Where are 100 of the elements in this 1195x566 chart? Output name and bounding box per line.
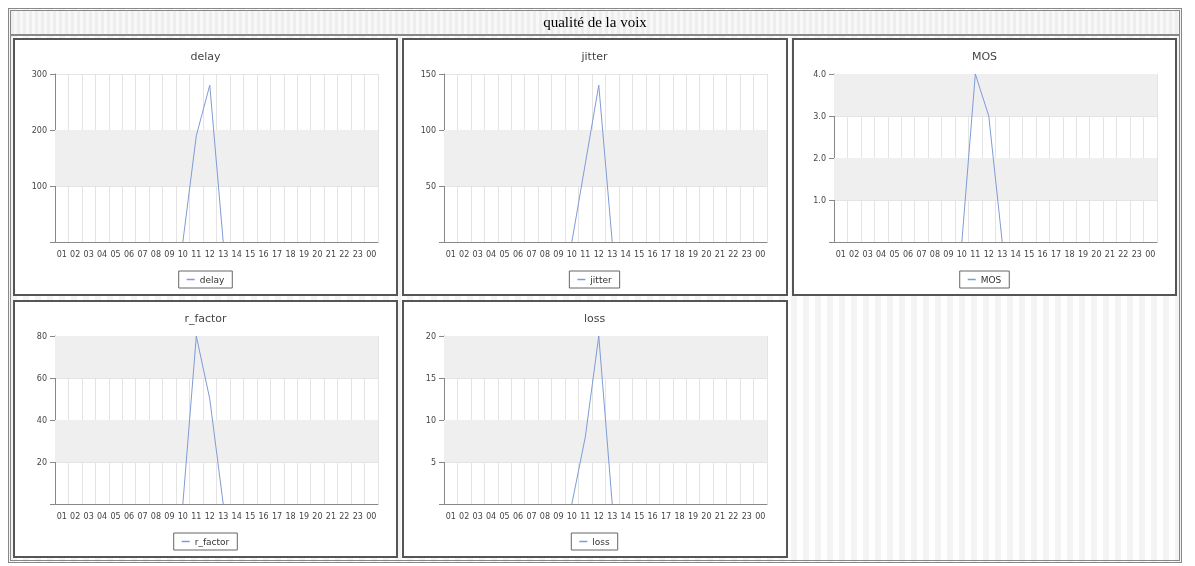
x-tick-label: 13 xyxy=(218,249,229,259)
y-tick-label: 50 xyxy=(426,181,437,191)
x-tick-label: 21 xyxy=(715,249,726,259)
x-tick-label: 00 xyxy=(366,249,377,259)
x-tick-label: 10 xyxy=(177,511,188,521)
y-tick-label: 80 xyxy=(36,331,47,341)
x-tick-label: 18 xyxy=(1064,249,1075,259)
x-tick-label: 04 xyxy=(97,511,108,521)
legend-label: loss xyxy=(592,536,611,547)
x-tick-label: 21 xyxy=(325,249,336,259)
y-tick-label: 300 xyxy=(31,69,47,79)
x-tick-label: 17 xyxy=(271,511,283,521)
x-tick-label: 01 xyxy=(56,249,67,259)
x-tick-label: 03 xyxy=(83,511,94,521)
x-tick-label: 18 xyxy=(285,249,296,259)
x-tick-label: 14 xyxy=(620,249,632,259)
x-tick-label: 09 xyxy=(164,511,175,521)
x-tick-label: 20 xyxy=(701,249,712,259)
y-tick-label: 200 xyxy=(31,125,47,135)
x-tick-label: 05 xyxy=(110,249,121,259)
y-tick-label: 20 xyxy=(36,457,47,467)
legend-label: r_factor xyxy=(194,536,230,547)
x-tick-label: 23 xyxy=(1131,249,1142,259)
x-tick-label: 08 xyxy=(540,511,551,521)
x-tick-label: 13 xyxy=(218,511,229,521)
y-tick-label: 3.0 xyxy=(812,111,826,121)
x-tick-label: 05 xyxy=(889,249,900,259)
x-tick-label: 07 xyxy=(916,249,927,259)
x-tick-label: 23 xyxy=(352,511,363,521)
x-tick-label: 23 xyxy=(352,249,363,259)
x-tick-label: 19 xyxy=(1077,249,1088,259)
y-tick-label: 100 xyxy=(31,181,47,191)
y-tick-label: 1.0 xyxy=(812,195,826,205)
legend-label: MOS xyxy=(980,274,1002,285)
x-tick-label: 02 xyxy=(459,249,470,259)
x-tick-label: 03 xyxy=(472,249,484,259)
legend-label: delay xyxy=(199,274,225,285)
chart-title: delay xyxy=(190,50,222,63)
x-tick-label: 15 xyxy=(634,249,645,259)
x-tick-label: 01 xyxy=(835,249,846,259)
x-tick-label: 11 xyxy=(580,511,591,521)
x-tick-label: 20 xyxy=(312,249,323,259)
x-tick-label: 05 xyxy=(110,511,121,521)
x-tick-label: 14 xyxy=(620,511,632,521)
x-tick-label: 01 xyxy=(56,511,67,521)
y-tick-label: 150 xyxy=(421,69,437,79)
x-tick-label: 00 xyxy=(755,511,766,521)
x-tick-label: 12 xyxy=(204,511,215,521)
x-tick-label: 20 xyxy=(701,511,712,521)
x-tick-label: 10 xyxy=(956,249,967,259)
x-tick-label: 18 xyxy=(674,249,685,259)
x-tick-label: 08 xyxy=(150,511,162,521)
x-tick-label: 19 xyxy=(688,511,699,521)
x-tick-label: 13 xyxy=(996,249,1007,259)
x-tick-label: 22 xyxy=(339,511,350,521)
x-tick-label: 07 xyxy=(526,249,537,259)
y-tick-label: 10 xyxy=(426,415,437,425)
x-tick-label: 12 xyxy=(594,511,605,521)
x-tick-label: 10 xyxy=(567,511,578,521)
x-tick-label: 04 xyxy=(875,249,886,259)
x-tick-label: 02 xyxy=(70,249,81,259)
chart-title: jitter xyxy=(580,50,609,63)
y-tick-label: 20 xyxy=(426,331,437,341)
x-tick-label: 21 xyxy=(715,511,726,521)
x-tick-label: 04 xyxy=(486,511,497,521)
chart-title: MOS xyxy=(971,50,997,63)
x-tick-label: 23 xyxy=(742,511,753,521)
x-tick-label: 18 xyxy=(285,511,296,521)
y-tick-label: 60 xyxy=(36,373,47,383)
x-tick-label: 15 xyxy=(245,511,256,521)
x-tick-label: 16 xyxy=(258,249,269,259)
x-tick-label: 11 xyxy=(191,511,202,521)
x-tick-label: 01 xyxy=(445,511,457,521)
legend-label: jitter xyxy=(589,274,613,285)
x-tick-label: 10 xyxy=(567,249,578,259)
x-tick-label: 17 xyxy=(661,511,672,521)
x-tick-label: 01 xyxy=(445,249,457,259)
x-tick-label: 09 xyxy=(553,249,564,259)
x-tick-label: 09 xyxy=(164,249,175,259)
y-tick-label: 2.0 xyxy=(812,153,826,163)
y-tick-label: 4.0 xyxy=(812,69,826,79)
x-tick-label: 07 xyxy=(137,249,148,259)
x-tick-label: 14 xyxy=(231,511,242,521)
x-tick-label: 06 xyxy=(902,249,913,259)
x-tick-label: 16 xyxy=(258,511,269,521)
x-tick-label: 15 xyxy=(1023,249,1034,259)
x-tick-label: 03 xyxy=(862,249,873,259)
x-tick-label: 17 xyxy=(661,249,672,259)
x-tick-label: 06 xyxy=(123,511,135,521)
x-tick-label: 16 xyxy=(647,249,659,259)
x-tick-label: 22 xyxy=(339,249,350,259)
x-tick-label: 00 xyxy=(755,249,766,259)
x-tick-label: 20 xyxy=(312,511,323,521)
x-tick-label: 04 xyxy=(486,249,497,259)
text: qualité de la voix xyxy=(11,11,1179,36)
x-tick-label: 19 xyxy=(298,249,310,259)
x-tick-label: 02 xyxy=(459,511,470,521)
y-tick-label: 5 xyxy=(431,457,437,467)
x-tick-label: 09 xyxy=(553,511,564,521)
x-tick-label: 02 xyxy=(848,249,859,259)
